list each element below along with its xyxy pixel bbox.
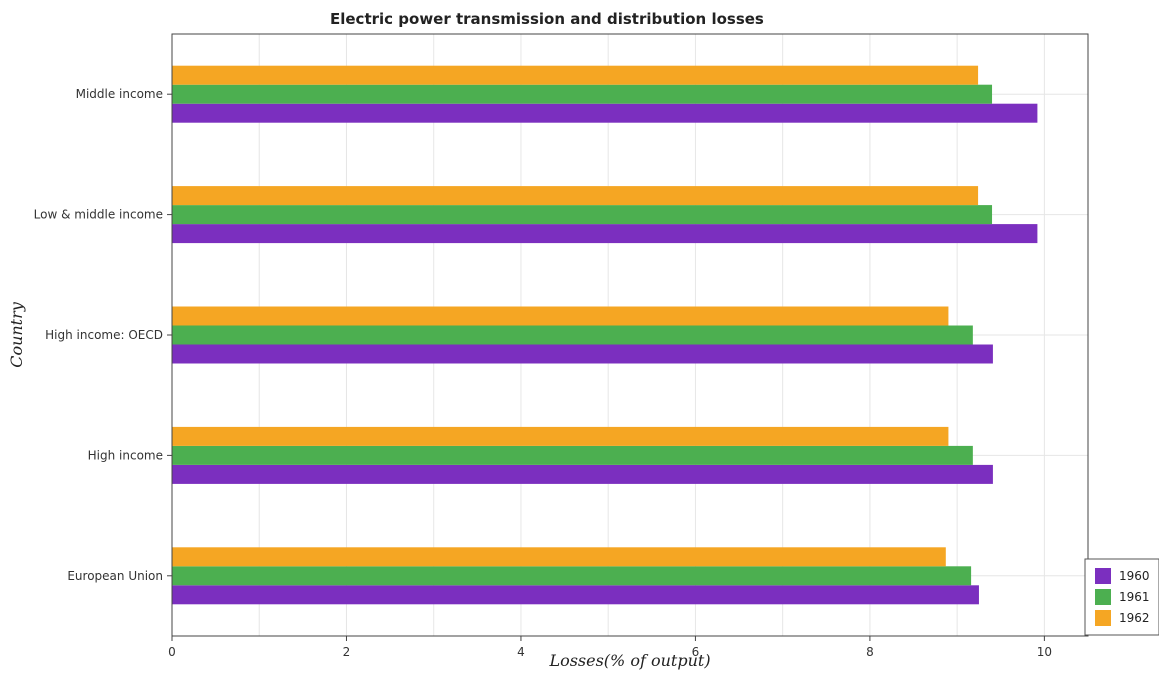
bar-1961-middle-income	[172, 84, 993, 104]
bar-1960-low-middle-income	[172, 224, 1038, 244]
legend-label-1961: 1961	[1119, 590, 1150, 604]
bar-1961-high-income-oecd	[172, 325, 973, 345]
bar-1962-high-income-oecd	[172, 306, 949, 326]
bar-1960-european-union	[172, 585, 979, 605]
x-tick-label: 2	[343, 645, 351, 659]
x-tick-label: 6	[692, 645, 700, 659]
bar-1960-high-income	[172, 464, 993, 484]
chart-title: Electric power transmission and distribu…	[330, 10, 764, 28]
bar-1962-high-income	[172, 426, 949, 446]
bar-1960-high-income-oecd	[172, 344, 993, 364]
legend-swatch-1960	[1095, 568, 1111, 584]
y-tick-label: Middle income	[76, 87, 163, 101]
bar-1960-middle-income	[172, 103, 1038, 123]
x-tick-label: 10	[1037, 645, 1052, 659]
y-tick-label: European Union	[67, 569, 163, 583]
legend-swatch-1962	[1095, 610, 1111, 626]
bar-1962-european-union	[172, 547, 946, 567]
x-tick-label: 4	[517, 645, 525, 659]
x-axis-label: Losses(% of output)	[548, 651, 710, 670]
y-tick-label: High income	[88, 448, 163, 462]
legend-swatch-1961	[1095, 589, 1111, 605]
legend-label-1960: 1960	[1119, 569, 1150, 583]
x-tick-label: 0	[168, 645, 176, 659]
bars	[172, 65, 1038, 605]
y-axis-label: Country	[7, 301, 26, 368]
x-tick-label: 8	[866, 645, 874, 659]
legend: 1960 1961 1962	[1084, 558, 1159, 636]
y-ticks: European Union High income High income: OE…	[34, 87, 172, 583]
bar-1961-european-union	[172, 566, 972, 586]
legend-label-1962: 1962	[1119, 611, 1150, 625]
bar-1962-low-middle-income	[172, 186, 979, 206]
y-tick-label: High income: OECD	[45, 328, 163, 342]
bar-1961-low-middle-income	[172, 205, 993, 225]
plot-frame	[171, 33, 1089, 637]
bar-1961-high-income	[172, 445, 973, 465]
bar-1962-middle-income	[172, 65, 979, 85]
y-tick-label: Low & middle income	[34, 208, 163, 222]
x-ticks: 0 2 4 6 8 10	[168, 636, 1052, 659]
